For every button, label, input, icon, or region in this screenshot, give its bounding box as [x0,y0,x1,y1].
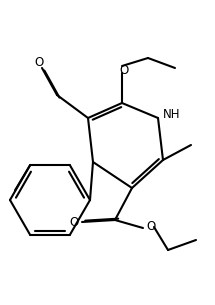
Text: O: O [146,221,156,234]
Text: O: O [119,63,129,77]
Text: NH: NH [163,109,181,121]
Text: O: O [69,216,79,228]
Text: O: O [34,56,44,69]
